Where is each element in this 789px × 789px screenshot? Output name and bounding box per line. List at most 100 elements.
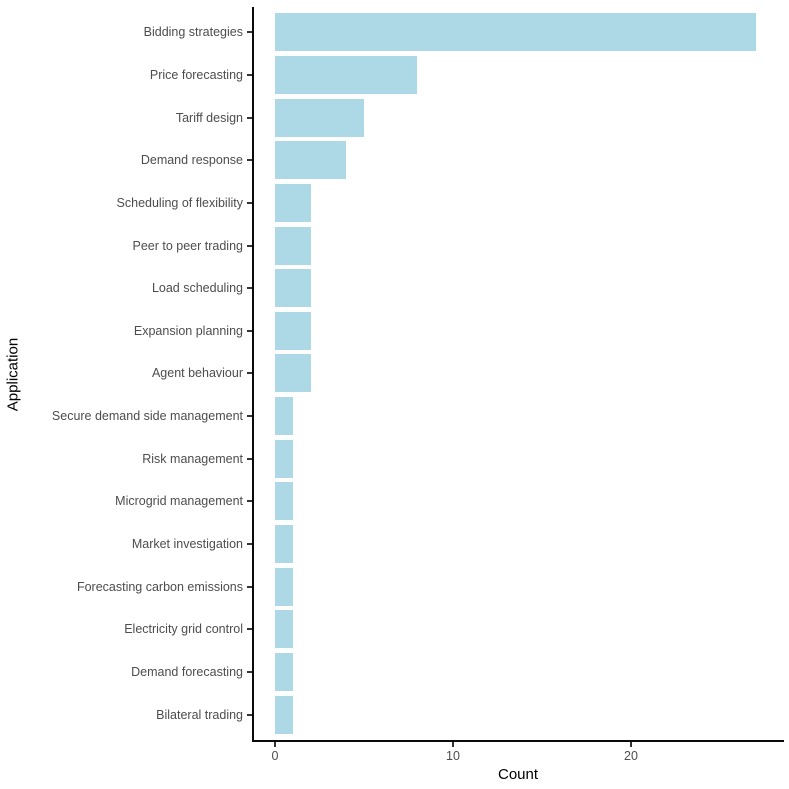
category-label-row: Microgrid management <box>0 480 243 523</box>
bar-row <box>254 267 784 310</box>
y-tick-row <box>245 309 252 352</box>
bar-row <box>254 11 784 54</box>
category-label-row: Risk management <box>0 437 243 480</box>
bar-demand-response <box>275 141 347 180</box>
bar-agent-behaviour <box>275 354 311 393</box>
y-tick-row <box>245 224 252 267</box>
bar-row <box>254 224 784 267</box>
bar-row <box>254 437 784 480</box>
y-tick-mark <box>247 329 252 332</box>
y-tick-mark <box>247 31 252 34</box>
category-label-row: Forecasting carbon emissions <box>0 565 243 608</box>
bar-electricity-grid-control <box>275 610 293 649</box>
category-label: Risk management <box>142 451 243 466</box>
x-axis: 0 10 20 <box>254 742 784 782</box>
y-tick-row <box>245 651 252 694</box>
x-tick-mark <box>630 742 632 747</box>
y-tick-row <box>245 608 252 651</box>
category-label-row: Demand forecasting <box>0 651 243 694</box>
category-label: Expansion planning <box>133 323 243 338</box>
x-tick-label: 0 <box>271 749 279 763</box>
bar-row <box>254 352 784 395</box>
x-tick-mark <box>452 742 454 747</box>
category-label: Bidding strategies <box>143 25 243 40</box>
x-tick-label: 10 <box>446 749 460 763</box>
category-label-row: Tariff design <box>0 96 243 139</box>
x-tick-mark <box>274 742 276 747</box>
category-label-row: Expansion planning <box>0 309 243 352</box>
y-tick-row <box>245 54 252 97</box>
y-tick-row <box>245 565 252 608</box>
y-tick-mark <box>247 713 252 716</box>
y-tick-row <box>245 96 252 139</box>
category-label: Load scheduling <box>151 281 243 296</box>
bar-demand-forecasting <box>275 652 293 691</box>
y-tick-mark <box>247 116 252 119</box>
bar-row <box>254 96 784 139</box>
category-labels: Bidding strategies Price forecasting Tarif… <box>0 7 243 740</box>
y-tick-mark <box>247 201 252 204</box>
category-label-row: Secure demand side management <box>0 395 243 438</box>
bar-row <box>254 309 784 352</box>
bar-row <box>254 139 784 182</box>
category-label-row: Scheduling of flexibility <box>0 182 243 225</box>
category-label: Peer to peer trading <box>132 238 244 253</box>
y-tick-mark <box>247 73 252 76</box>
y-tick-row <box>245 693 252 736</box>
y-tick-mark <box>247 457 252 460</box>
bar-row <box>254 523 784 566</box>
plot-panel <box>252 7 784 742</box>
y-tick-row <box>245 182 252 225</box>
category-label-row: Electricity grid control <box>0 608 243 651</box>
category-label: Microgrid management <box>115 494 243 509</box>
category-label-row: Price forecasting <box>0 54 243 97</box>
bar-row <box>254 395 784 438</box>
bar-bidding-strategies <box>275 13 756 52</box>
y-tick-mark <box>247 670 252 673</box>
bar-market-investigation <box>275 525 293 563</box>
y-tick-row <box>245 437 252 480</box>
bar-row <box>254 480 784 523</box>
category-label: Bilateral trading <box>156 707 243 722</box>
bar-forecasting-carbon-emissions <box>275 567 293 606</box>
bar-row <box>254 693 784 736</box>
category-label: Tariff design <box>175 110 243 125</box>
y-tick-row <box>245 523 252 566</box>
bar-tariff-design <box>275 98 364 137</box>
bar-row <box>254 54 784 97</box>
y-tick-mark <box>247 372 252 375</box>
category-label-row: Peer to peer trading <box>0 224 244 267</box>
y-axis-ticks <box>245 7 252 740</box>
category-label-row: Bilateral trading <box>0 693 243 736</box>
category-label: Demand forecasting <box>131 664 243 679</box>
bar-price-forecasting <box>275 55 418 94</box>
y-tick-mark <box>247 244 252 247</box>
y-tick-mark <box>247 585 252 588</box>
category-label: Forecasting carbon emissions <box>76 579 243 594</box>
bar-expansion-planning <box>275 311 311 350</box>
y-tick-mark <box>247 628 252 631</box>
y-tick-mark <box>247 500 252 503</box>
bar-row <box>254 608 784 651</box>
category-label: Secure demand side management <box>51 409 243 424</box>
category-label-row: Bidding strategies <box>0 11 243 54</box>
category-label: Price forecasting <box>149 67 243 82</box>
category-label-row: Demand response <box>0 139 243 182</box>
y-tick-mark <box>247 543 252 545</box>
category-label: Agent behaviour <box>151 366 243 381</box>
bar-scheduling-of-flexibility <box>275 183 311 222</box>
x-tick-label: 20 <box>624 749 638 763</box>
bar-row <box>254 565 784 608</box>
y-tick-row <box>245 267 252 310</box>
y-tick-mark <box>247 159 252 162</box>
category-label: Demand response <box>140 153 243 168</box>
bar-risk-management <box>275 439 293 478</box>
category-label-row: Market investigation <box>0 523 243 566</box>
y-tick-mark <box>247 287 252 290</box>
bar-row <box>254 182 784 225</box>
category-label-row: Agent behaviour <box>0 352 243 395</box>
category-label: Market investigation <box>131 537 243 551</box>
category-label: Electricity grid control <box>124 622 243 637</box>
y-tick-row <box>245 480 252 523</box>
